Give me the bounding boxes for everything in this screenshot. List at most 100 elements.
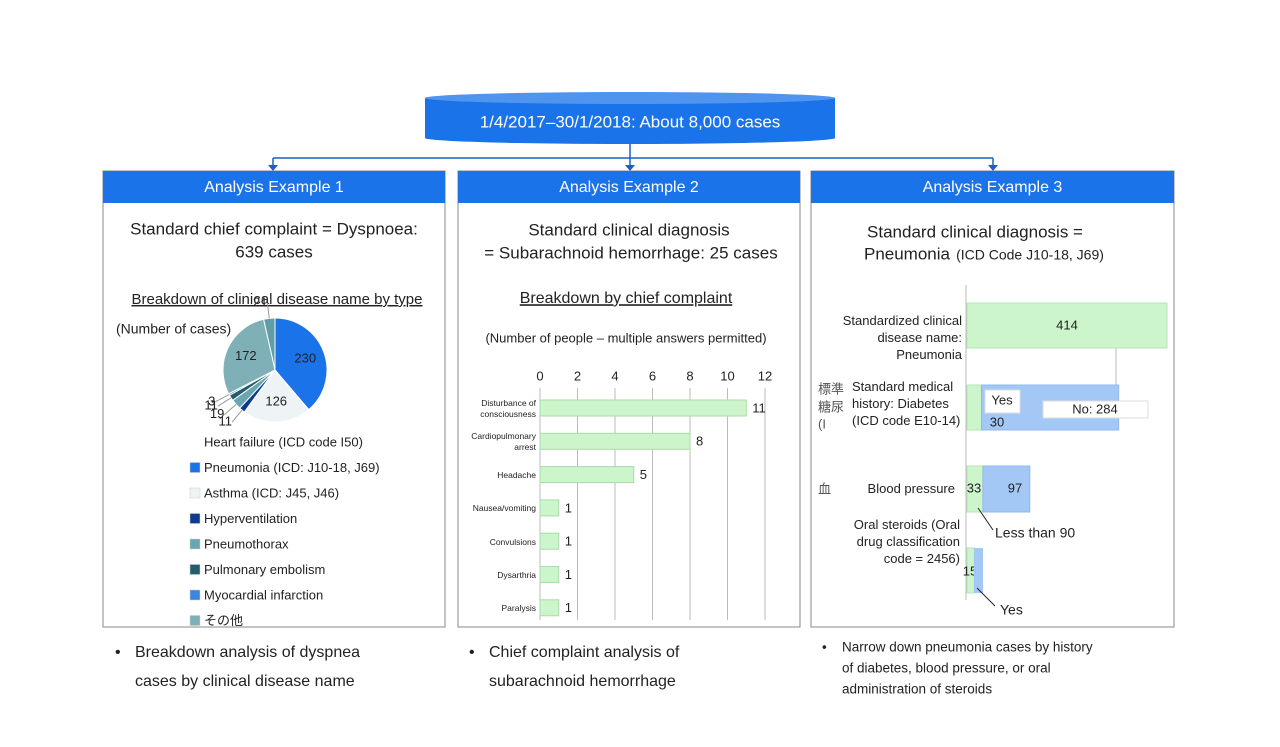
pie-label: 126 <box>265 394 287 409</box>
x-tick-label: 0 <box>536 368 543 383</box>
value-label: 97 <box>1008 480 1022 495</box>
ghost-text: (I <box>818 416 826 431</box>
leader-line <box>215 394 230 403</box>
pie-label: 21 <box>253 294 267 309</box>
text-box: Oral steroids (Oral drug classification … <box>854 517 960 566</box>
value-label: 33 <box>967 480 981 495</box>
legend-label: Heart failure (ICD code I50) <box>204 434 363 449</box>
legend-label: Hyperventilation <box>204 511 297 526</box>
value-label: 414 <box>1056 317 1078 332</box>
y-tick-label: Headache <box>497 470 536 481</box>
caption: cases by clinical disease name <box>135 673 355 690</box>
arrowhead <box>625 165 635 171</box>
x-tick-label: 12 <box>758 368 772 383</box>
segment-name: Yes <box>991 392 1013 407</box>
panel <box>457 170 801 628</box>
legend-label: Asthma (ICD: J45, J46) <box>204 485 339 500</box>
bar <box>539 432 691 450</box>
value-label: 8 <box>696 434 703 449</box>
bar-segment <box>966 302 1168 349</box>
row-label: Standard medical history: Diabetes (ICD … <box>852 379 961 428</box>
annotation: Yes <box>1000 602 1023 618</box>
text-box: Standard medical history: Diabetes (ICD … <box>852 379 961 428</box>
panel-header <box>458 171 800 203</box>
text-box: Cardiopulmonary arrest <box>471 431 536 452</box>
x-tick-label: 8 <box>686 368 693 383</box>
panel-title: Analysis Example 2 <box>559 179 699 196</box>
caption: Narrow down pneumonia cases by history <box>842 640 1093 655</box>
x-tick-label: 4 <box>611 368 618 383</box>
row-label: Standardized clinical disease name: Pneu… <box>842 313 962 362</box>
heading: Standard clinical diagnosis <box>528 220 729 239</box>
x-tick-label: 10 <box>720 368 734 383</box>
text-box: Paralysis <box>502 603 536 613</box>
heading: 639 cases <box>235 242 313 261</box>
connectors <box>272 144 994 166</box>
leader-line <box>223 404 237 416</box>
panel-title: Analysis Example 3 <box>923 179 1063 196</box>
text-box: Disturbance of consciousness <box>480 398 536 419</box>
legend-swatch <box>189 615 201 626</box>
bar <box>539 466 635 484</box>
legend-label: その他 <box>204 613 243 628</box>
legend-swatch <box>189 589 201 601</box>
legend-swatch <box>189 538 201 550</box>
label-box <box>1042 400 1149 419</box>
text-box: Dysarthria <box>497 570 536 580</box>
header-top <box>425 92 835 104</box>
legend-swatch <box>189 487 201 499</box>
pie-slice <box>222 318 276 395</box>
value-label: 15 <box>963 563 977 578</box>
subtitle: Breakdown by chief complaint <box>520 290 733 307</box>
subtitle: Breakdown of clinical disease name by ty… <box>132 291 423 308</box>
text-box: Nausea/vomiting <box>473 503 536 513</box>
value-label: 1 <box>565 567 572 582</box>
header-body <box>425 98 835 138</box>
y-tick-label: Dysarthria <box>497 570 536 580</box>
text-box: Blood pressure <box>867 481 955 496</box>
bar-remainder <box>974 548 983 593</box>
bar <box>539 566 560 583</box>
bullet: • <box>115 644 121 661</box>
arrowheads <box>268 165 998 171</box>
arrowhead <box>988 165 998 171</box>
legend-swatch <box>189 564 201 575</box>
heading: Standard clinical diagnosis = <box>867 222 1083 241</box>
heading: = Subarachnoid hemorrhage: 25 cases <box>484 243 777 262</box>
panel-header <box>103 171 445 203</box>
caption: administration of steroids <box>842 682 992 697</box>
panel-header <box>811 171 1174 203</box>
bullet: • <box>822 640 827 655</box>
bar <box>539 499 560 517</box>
note: (Number of people – multiple answers per… <box>485 330 766 345</box>
annotation-line <box>977 507 994 531</box>
pie-label: 3 <box>208 393 215 408</box>
text-box: Convulsions <box>490 537 536 547</box>
y-tick-label: Disturbance of consciousness <box>480 398 536 419</box>
pie-slice <box>243 369 310 423</box>
heading: Pneumonia <box>864 244 951 263</box>
text-box: Headache <box>497 470 536 481</box>
legend-label: Pneumothorax <box>204 536 289 551</box>
bar-segment <box>982 465 1031 513</box>
header-title: 1/4/2017–30/1/2018: About 8,000 cases <box>480 112 781 131</box>
bullet: • <box>469 644 475 661</box>
heading: Standard chief complaint = Dyspnoea: <box>130 219 418 238</box>
value-label: 1 <box>565 600 572 615</box>
heading: (ICD Code J10-18, J69) <box>956 247 1104 263</box>
bar <box>539 599 560 617</box>
x-tick-label: 6 <box>649 368 656 383</box>
bar-segment <box>966 384 982 431</box>
pie-label: 11 <box>204 398 218 413</box>
x-tick-label: 2 <box>574 368 581 383</box>
ghost-text: 血 <box>818 481 831 496</box>
header-bottom <box>425 132 835 144</box>
row-label: Blood pressure <box>867 481 955 496</box>
legend-label: Myocardial infarction <box>204 587 323 602</box>
leader-line <box>266 302 270 319</box>
leader-line <box>217 397 232 407</box>
legend-swatch <box>189 462 201 473</box>
pie-label: 19 <box>210 406 224 421</box>
value-label: 1 <box>565 500 572 515</box>
